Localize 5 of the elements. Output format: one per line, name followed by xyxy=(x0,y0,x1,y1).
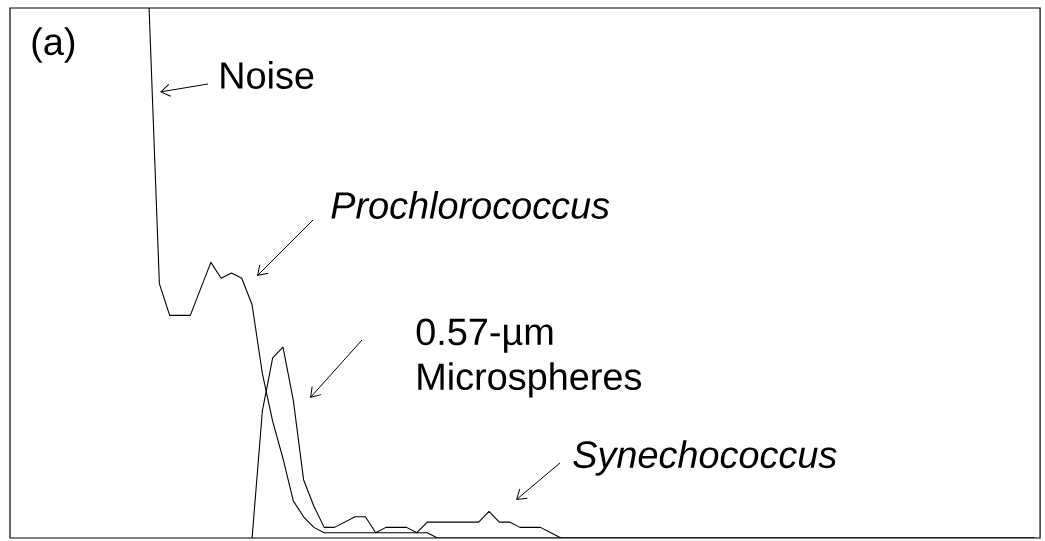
annotation: Prochlorococcus xyxy=(331,191,610,219)
annotation: Noise xyxy=(221,61,314,89)
annotation: Synechococcus xyxy=(573,440,837,476)
annotation: (a) xyxy=(32,27,75,63)
annotation: 0.57-µm Microspheres xyxy=(416,318,642,398)
